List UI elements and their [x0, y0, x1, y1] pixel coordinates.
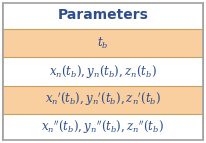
FancyBboxPatch shape: [4, 114, 202, 142]
FancyBboxPatch shape: [4, 1, 202, 29]
Text: $x_n{''}(t_b),y_n{''}(t_b),z_n{''}(t_b)$: $x_n{''}(t_b),y_n{''}(t_b),z_n{''}(t_b)$: [41, 119, 165, 136]
Text: $x_n{'}(t_b),y_n{'}(t_b),z_n{'}(t_b)$: $x_n{'}(t_b),y_n{'}(t_b),z_n{'}(t_b)$: [45, 91, 161, 108]
FancyBboxPatch shape: [4, 29, 202, 57]
Text: $t_b$: $t_b$: [97, 36, 109, 51]
Text: $x_n(t_b),y_n(t_b),z_n(t_b)$: $x_n(t_b),y_n(t_b),z_n(t_b)$: [49, 63, 157, 80]
Text: Parameters: Parameters: [57, 8, 149, 22]
FancyBboxPatch shape: [4, 86, 202, 114]
FancyBboxPatch shape: [4, 57, 202, 86]
FancyBboxPatch shape: [4, 3, 202, 140]
